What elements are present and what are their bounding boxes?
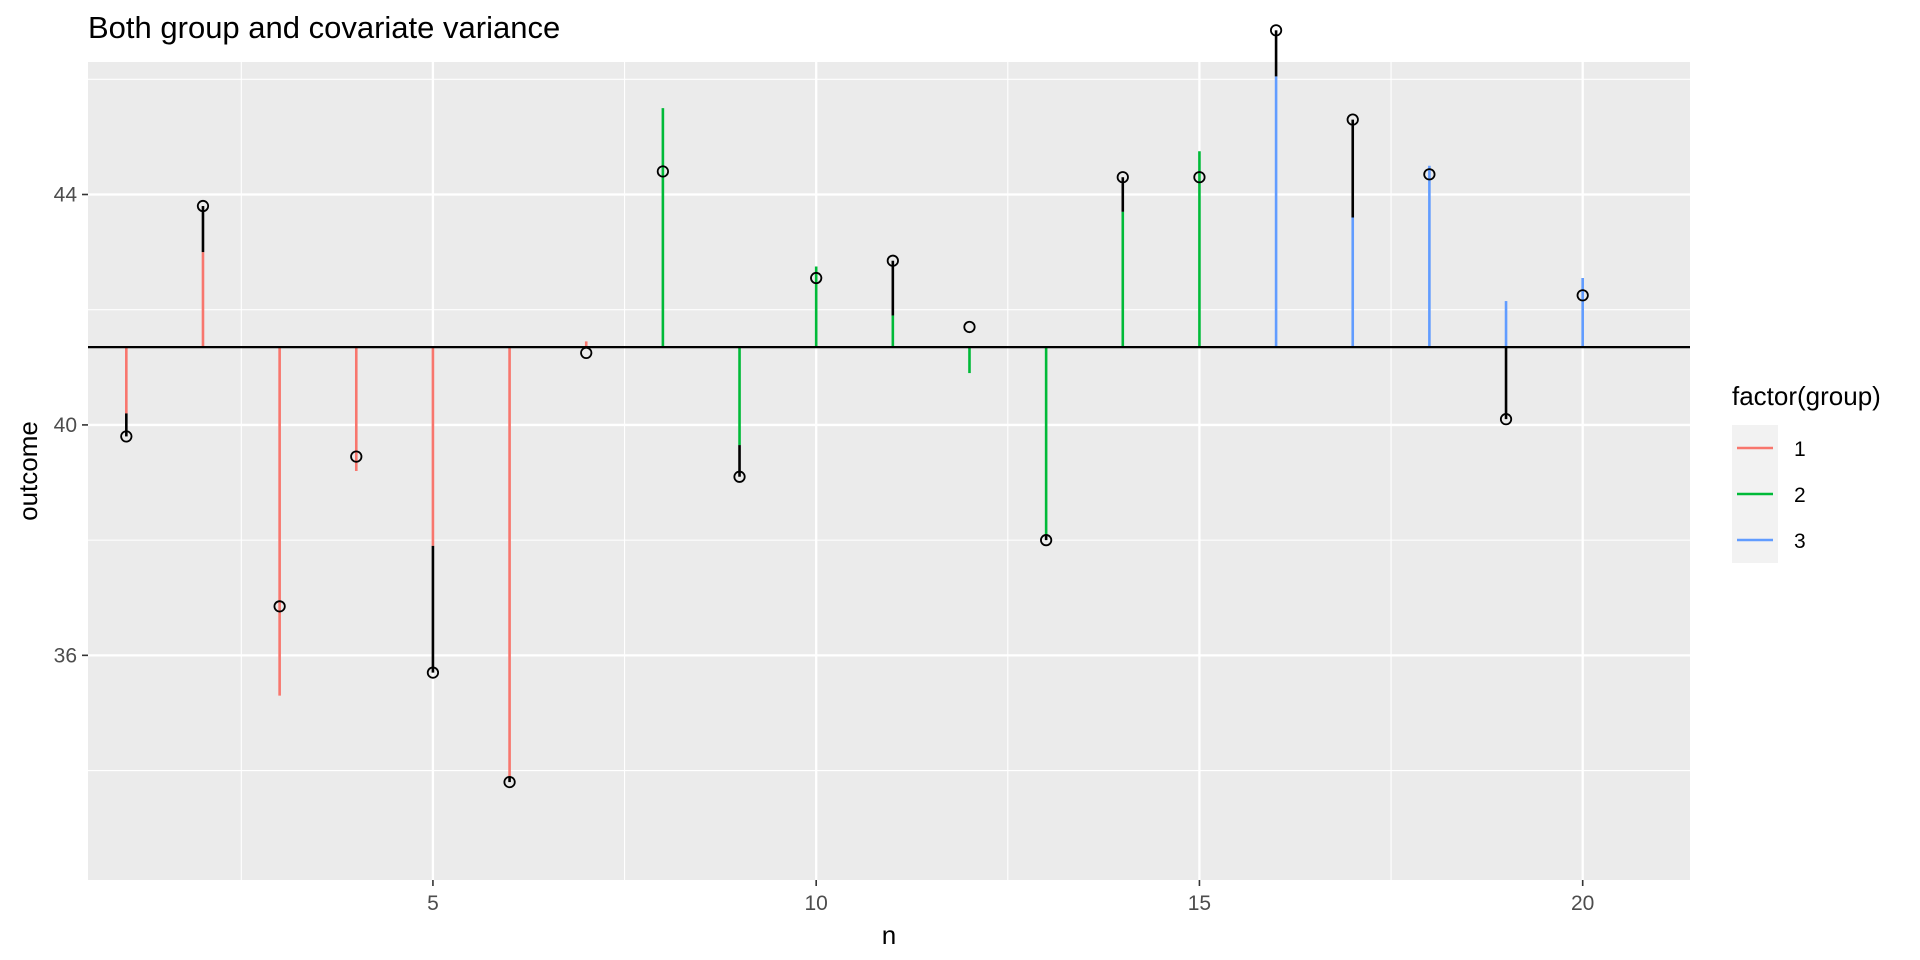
x-tick-label: 5 bbox=[427, 892, 439, 915]
data-point bbox=[580, 346, 593, 360]
legend-label-2: 2 bbox=[1794, 484, 1806, 507]
data-point bbox=[120, 430, 133, 443]
y-tick-label: 44 bbox=[54, 183, 78, 206]
group-segments bbox=[125, 76, 1584, 777]
legend-title: factor(group) bbox=[1732, 381, 1881, 411]
data-point bbox=[963, 320, 976, 334]
data-point bbox=[196, 199, 210, 213]
data-point bbox=[1423, 168, 1436, 181]
y-tick-label: 40 bbox=[54, 414, 77, 437]
legend-label-3: 3 bbox=[1794, 530, 1806, 553]
data-point bbox=[273, 600, 286, 613]
legend-items: 1 2 3 bbox=[1737, 438, 1806, 553]
data-point bbox=[810, 271, 823, 285]
data-point bbox=[350, 450, 363, 463]
data-points bbox=[120, 24, 1589, 789]
plot-panel bbox=[88, 62, 1690, 880]
x-axis-label: n bbox=[882, 920, 896, 950]
y-axis-label: outcome bbox=[13, 421, 43, 521]
data-point bbox=[426, 666, 440, 679]
data-point bbox=[733, 470, 746, 483]
data-point bbox=[1499, 413, 1513, 426]
data-point bbox=[886, 254, 899, 267]
residual-segments bbox=[125, 30, 1508, 783]
data-point bbox=[1346, 113, 1359, 126]
grid-minor bbox=[88, 62, 1690, 880]
data-point bbox=[1116, 171, 1129, 184]
data-point bbox=[1576, 289, 1589, 302]
legend-label-1: 1 bbox=[1794, 438, 1806, 461]
data-point bbox=[1040, 534, 1053, 547]
x-tick-label: 15 bbox=[1188, 892, 1211, 915]
data-point bbox=[1193, 171, 1206, 184]
x-tick-label: 20 bbox=[1571, 892, 1594, 915]
y-axis: 36 40 44 bbox=[54, 183, 88, 667]
data-point bbox=[1269, 24, 1283, 37]
x-axis: 5 10 15 20 bbox=[427, 880, 1594, 915]
y-tick-label: 36 bbox=[54, 644, 77, 667]
x-tick-label: 10 bbox=[805, 892, 828, 915]
data-point bbox=[656, 165, 669, 178]
legend: factor(group) 1 2 3 bbox=[1732, 381, 1881, 563]
data-point bbox=[503, 775, 516, 789]
chart-title: Both group and covariate variance bbox=[88, 10, 560, 45]
